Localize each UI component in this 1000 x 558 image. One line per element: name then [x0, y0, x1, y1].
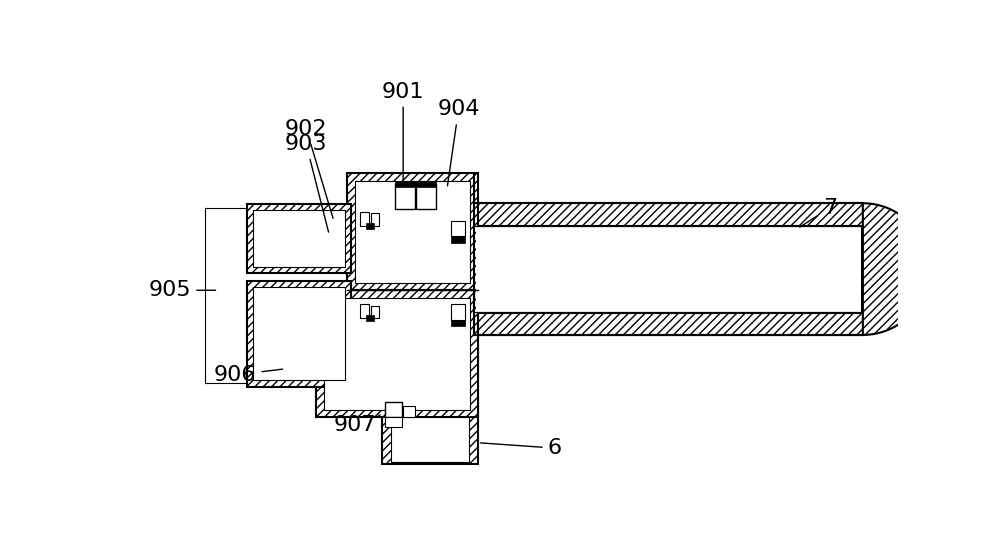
Text: 903: 903 — [285, 134, 329, 232]
Bar — [382, 288, 478, 464]
Text: 7: 7 — [800, 198, 837, 227]
Bar — [416, 184, 436, 209]
Bar — [451, 237, 465, 243]
Bar — [253, 287, 345, 381]
Bar — [385, 402, 402, 417]
Bar — [476, 227, 861, 312]
Bar — [476, 225, 861, 314]
Bar — [385, 417, 402, 426]
Bar — [476, 228, 861, 310]
Bar — [403, 406, 415, 417]
Bar — [451, 221, 465, 237]
Text: 901: 901 — [382, 81, 424, 181]
Bar — [371, 306, 379, 318]
Text: 906: 906 — [214, 365, 283, 385]
Bar — [395, 181, 436, 187]
Bar — [324, 298, 470, 410]
Bar — [451, 320, 465, 326]
Bar — [391, 298, 469, 462]
Bar — [247, 281, 351, 387]
Polygon shape — [863, 203, 929, 335]
Bar — [371, 213, 379, 225]
Bar — [316, 290, 478, 417]
Bar — [355, 181, 470, 282]
Bar — [253, 210, 345, 267]
Text: 6: 6 — [481, 438, 562, 458]
Bar — [366, 223, 374, 229]
Text: 905: 905 — [149, 280, 216, 300]
Bar — [247, 204, 351, 273]
Text: 907: 907 — [333, 415, 380, 435]
Bar — [366, 315, 374, 321]
Bar — [347, 173, 478, 290]
Text: 904: 904 — [437, 99, 480, 186]
Bar — [451, 304, 465, 320]
Bar — [360, 304, 369, 318]
Bar — [360, 211, 369, 225]
Bar — [395, 184, 415, 209]
Bar — [474, 203, 863, 335]
Text: 902: 902 — [285, 118, 333, 218]
